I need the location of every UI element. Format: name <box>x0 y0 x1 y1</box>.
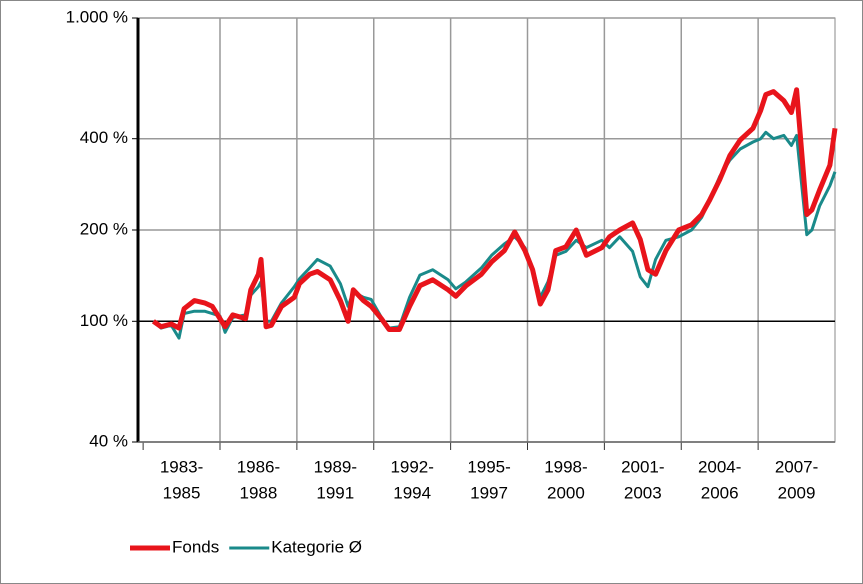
x-tick-label: 2006 <box>701 483 739 502</box>
legend-label: Fonds <box>172 537 219 556</box>
y-tick-label: 200 % <box>80 219 128 238</box>
series-line <box>151 87 838 332</box>
x-tick-label: 1989- <box>314 457 357 476</box>
x-tick-label: 1994 <box>393 483 431 502</box>
x-tick-label: 2003 <box>624 483 662 502</box>
x-tick-label: 1997 <box>470 483 508 502</box>
x-tick-label: 1991 <box>316 483 354 502</box>
y-tick-label: 1.000 % <box>66 7 128 26</box>
x-tick-label: 1983- <box>160 457 203 476</box>
x-tick-label: 2000 <box>547 483 585 502</box>
series-line <box>152 130 837 340</box>
x-tick-label: 1998- <box>544 457 587 476</box>
x-tick-label: 2001- <box>621 457 664 476</box>
y-tick-label: 100 % <box>80 311 128 330</box>
x-tick-label: 2009 <box>778 483 816 502</box>
x-tick-label: 1992- <box>390 457 433 476</box>
x-tick-label: 2004- <box>698 457 741 476</box>
legend-label: Kategorie Ø <box>271 537 362 556</box>
x-tick-label: 1995- <box>467 457 510 476</box>
x-tick-label: 2007- <box>775 457 818 476</box>
x-tick-label: 1985 <box>163 483 201 502</box>
x-tick-label: 1986- <box>237 457 280 476</box>
x-tick-label: 1988 <box>240 483 278 502</box>
y-tick-label: 400 % <box>80 128 128 147</box>
y-tick-label: 40 % <box>89 431 128 450</box>
